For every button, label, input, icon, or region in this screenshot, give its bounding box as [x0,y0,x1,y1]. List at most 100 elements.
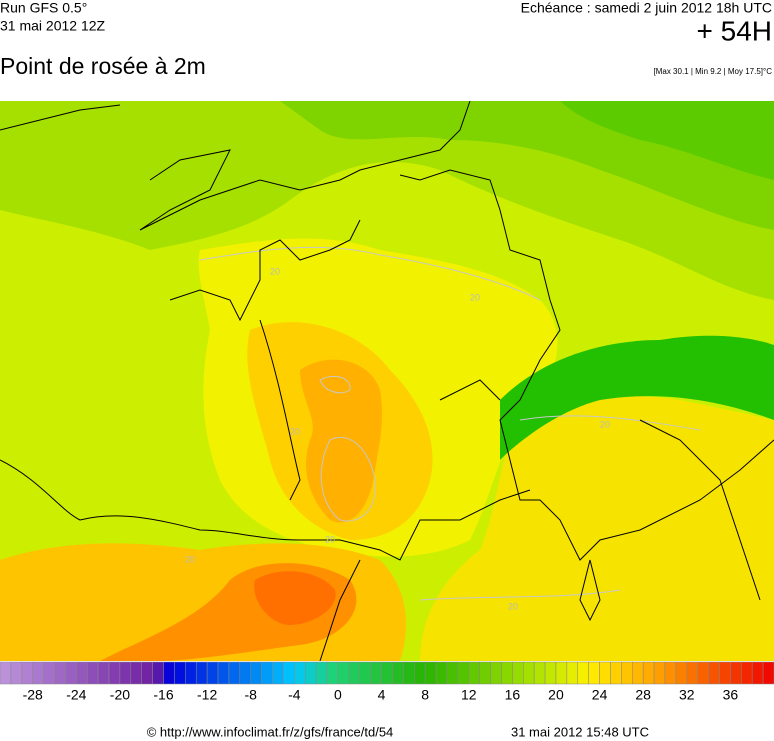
colorbar-tick-label: 20 [548,687,564,703]
colorbar-tick-label: 8 [421,687,429,703]
run: 31 mai 2012 12Z [0,18,106,34]
contour-label: 20 [270,266,280,276]
colorbar-swatch [283,661,295,685]
colorbar-swatch [544,661,557,685]
generated: 31 mai 2012 15:48 UTC [511,724,649,739]
colorbar-tick-label: 0 [334,687,342,703]
colorbar-swatch [348,661,360,685]
contour-label: 20 [508,601,518,611]
colorbar-swatch [206,661,219,685]
colorbar-tick-label: -12 [197,687,217,703]
colorbar-swatch [152,661,164,685]
colorbar-swatch [359,661,371,685]
colorbar-swatch [697,661,709,685]
colorbar-swatch [446,661,459,685]
isoline [319,375,351,394]
colorbar-swatch [108,661,121,685]
contour-label: 20 [600,419,610,429]
colorbar-swatch [97,661,110,685]
colorbar-swatch [468,661,480,685]
colorbar-tick-label: -24 [66,687,86,703]
field-iberia-core [254,571,336,625]
colorbar-swatch [261,661,273,685]
colorbar-swatch [294,661,306,685]
colorbar-swatch [577,661,589,685]
colorbar-swatch [272,661,284,685]
colorbar-swatch [337,661,350,685]
colorbar-tick-label: -4 [288,687,301,703]
colorbar-swatch [632,661,644,685]
colorbar-swatch [163,661,175,685]
colorbar-swatch [381,661,393,685]
colorbar-swatch [250,661,262,685]
colorbar-swatch [642,661,655,685]
map: 20 20 20 20 20 20 20 [0,101,774,661]
colorbar-swatch [414,661,426,685]
colorbar-swatch [741,661,753,685]
colorbar-swatch [228,661,241,685]
colorbar-swatch [195,661,208,685]
contour-label: 20 [185,554,195,564]
colorbar-swatch [523,661,535,685]
colorbar-swatch [392,661,404,685]
field-orange [300,359,383,523]
field-yellow-se [420,396,774,661]
colorbar-swatch [686,661,698,685]
colorbar-swatch [130,661,142,685]
colorbar-swatch [174,661,186,685]
colorbar-swatch [675,661,688,685]
source: © http://www.infoclimat.fr/z/gfs/france/… [147,724,394,739]
colorbar-tick-label: -16 [153,687,173,703]
colorbar-swatch [185,661,197,685]
colorbar-swatch [533,661,546,685]
contour-label: 20 [290,426,300,436]
stats: [Max 30.1 | Min 9.2 | Moy 17.5]°C [653,67,772,76]
colorbar-tick-label: -8 [245,687,258,703]
colorbar-swatch [479,661,491,685]
colorbar-swatch [32,661,44,685]
colorbar-swatch [141,661,153,685]
colorbar-swatch [751,661,764,685]
colorbar-swatch [54,661,66,685]
colorbar-swatch [653,661,666,685]
colorbar-tick-label: 28 [635,687,651,703]
colorbar-swatch [0,661,12,685]
colorbar-swatch [719,661,731,685]
colorbar-tick-label: 16 [505,687,521,703]
contour-label: 20 [470,292,480,302]
colorbar-swatch [304,661,317,685]
colorbar-swatch [76,661,88,685]
colorbar-swatch [435,661,448,685]
colorbar-swatch [403,661,415,685]
colorbar-tick-label: 12 [461,687,477,703]
colorbar-swatch [588,661,600,685]
colorbar-swatch [424,661,437,685]
colorbar-swatch [315,661,328,685]
colorbar-swatch [730,661,742,685]
colorbar-swatch [43,661,55,685]
lead-time: + 54H [697,15,773,46]
colorbar-swatch [326,661,339,685]
colorbar-swatch [119,661,132,685]
field-green2 [560,101,774,180]
colorbar-swatch [566,661,579,685]
colorbar-swatch [664,661,677,685]
colorbar-swatch [490,661,502,685]
colorbar: -28 -24 -20 -16 -12 -8 -4 0 4 8 12 16 20 24 28 32 36 [0,661,774,703]
title: Point de rosée à 2m [0,53,206,79]
colorbar-swatch [512,661,524,685]
colorbar-tick-label: 36 [723,687,739,703]
colorbar-swatch [10,661,23,685]
isoline [419,415,701,601]
colorbar-swatch [239,661,251,685]
colorbar-swatch [21,661,33,685]
colorbar-swatch [708,661,720,685]
model: Run GFS 0.5° [0,0,87,16]
colorbar-swatch [501,661,513,685]
colorbar-swatch [65,661,77,685]
contour-label: 20 [325,534,335,544]
colorbar-swatch [599,661,611,685]
colorbar-swatch [555,661,568,685]
colorbar-tick-label: -20 [110,687,130,703]
